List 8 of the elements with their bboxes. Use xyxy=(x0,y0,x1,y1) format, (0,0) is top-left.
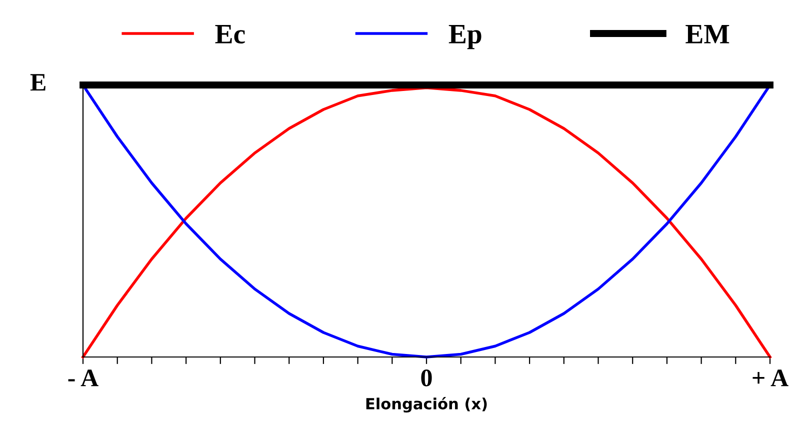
x-axis-title: Elongación (x) xyxy=(366,397,487,413)
legend-label: Ep xyxy=(448,25,482,50)
x-tick-label: - A xyxy=(68,370,98,386)
legend-label: Ec xyxy=(215,25,245,44)
y-axis-title: E xyxy=(30,74,46,91)
legend-label: EM xyxy=(686,25,730,44)
x-tick-label: 0 xyxy=(421,370,432,386)
x-tick-label: + A xyxy=(752,370,788,386)
